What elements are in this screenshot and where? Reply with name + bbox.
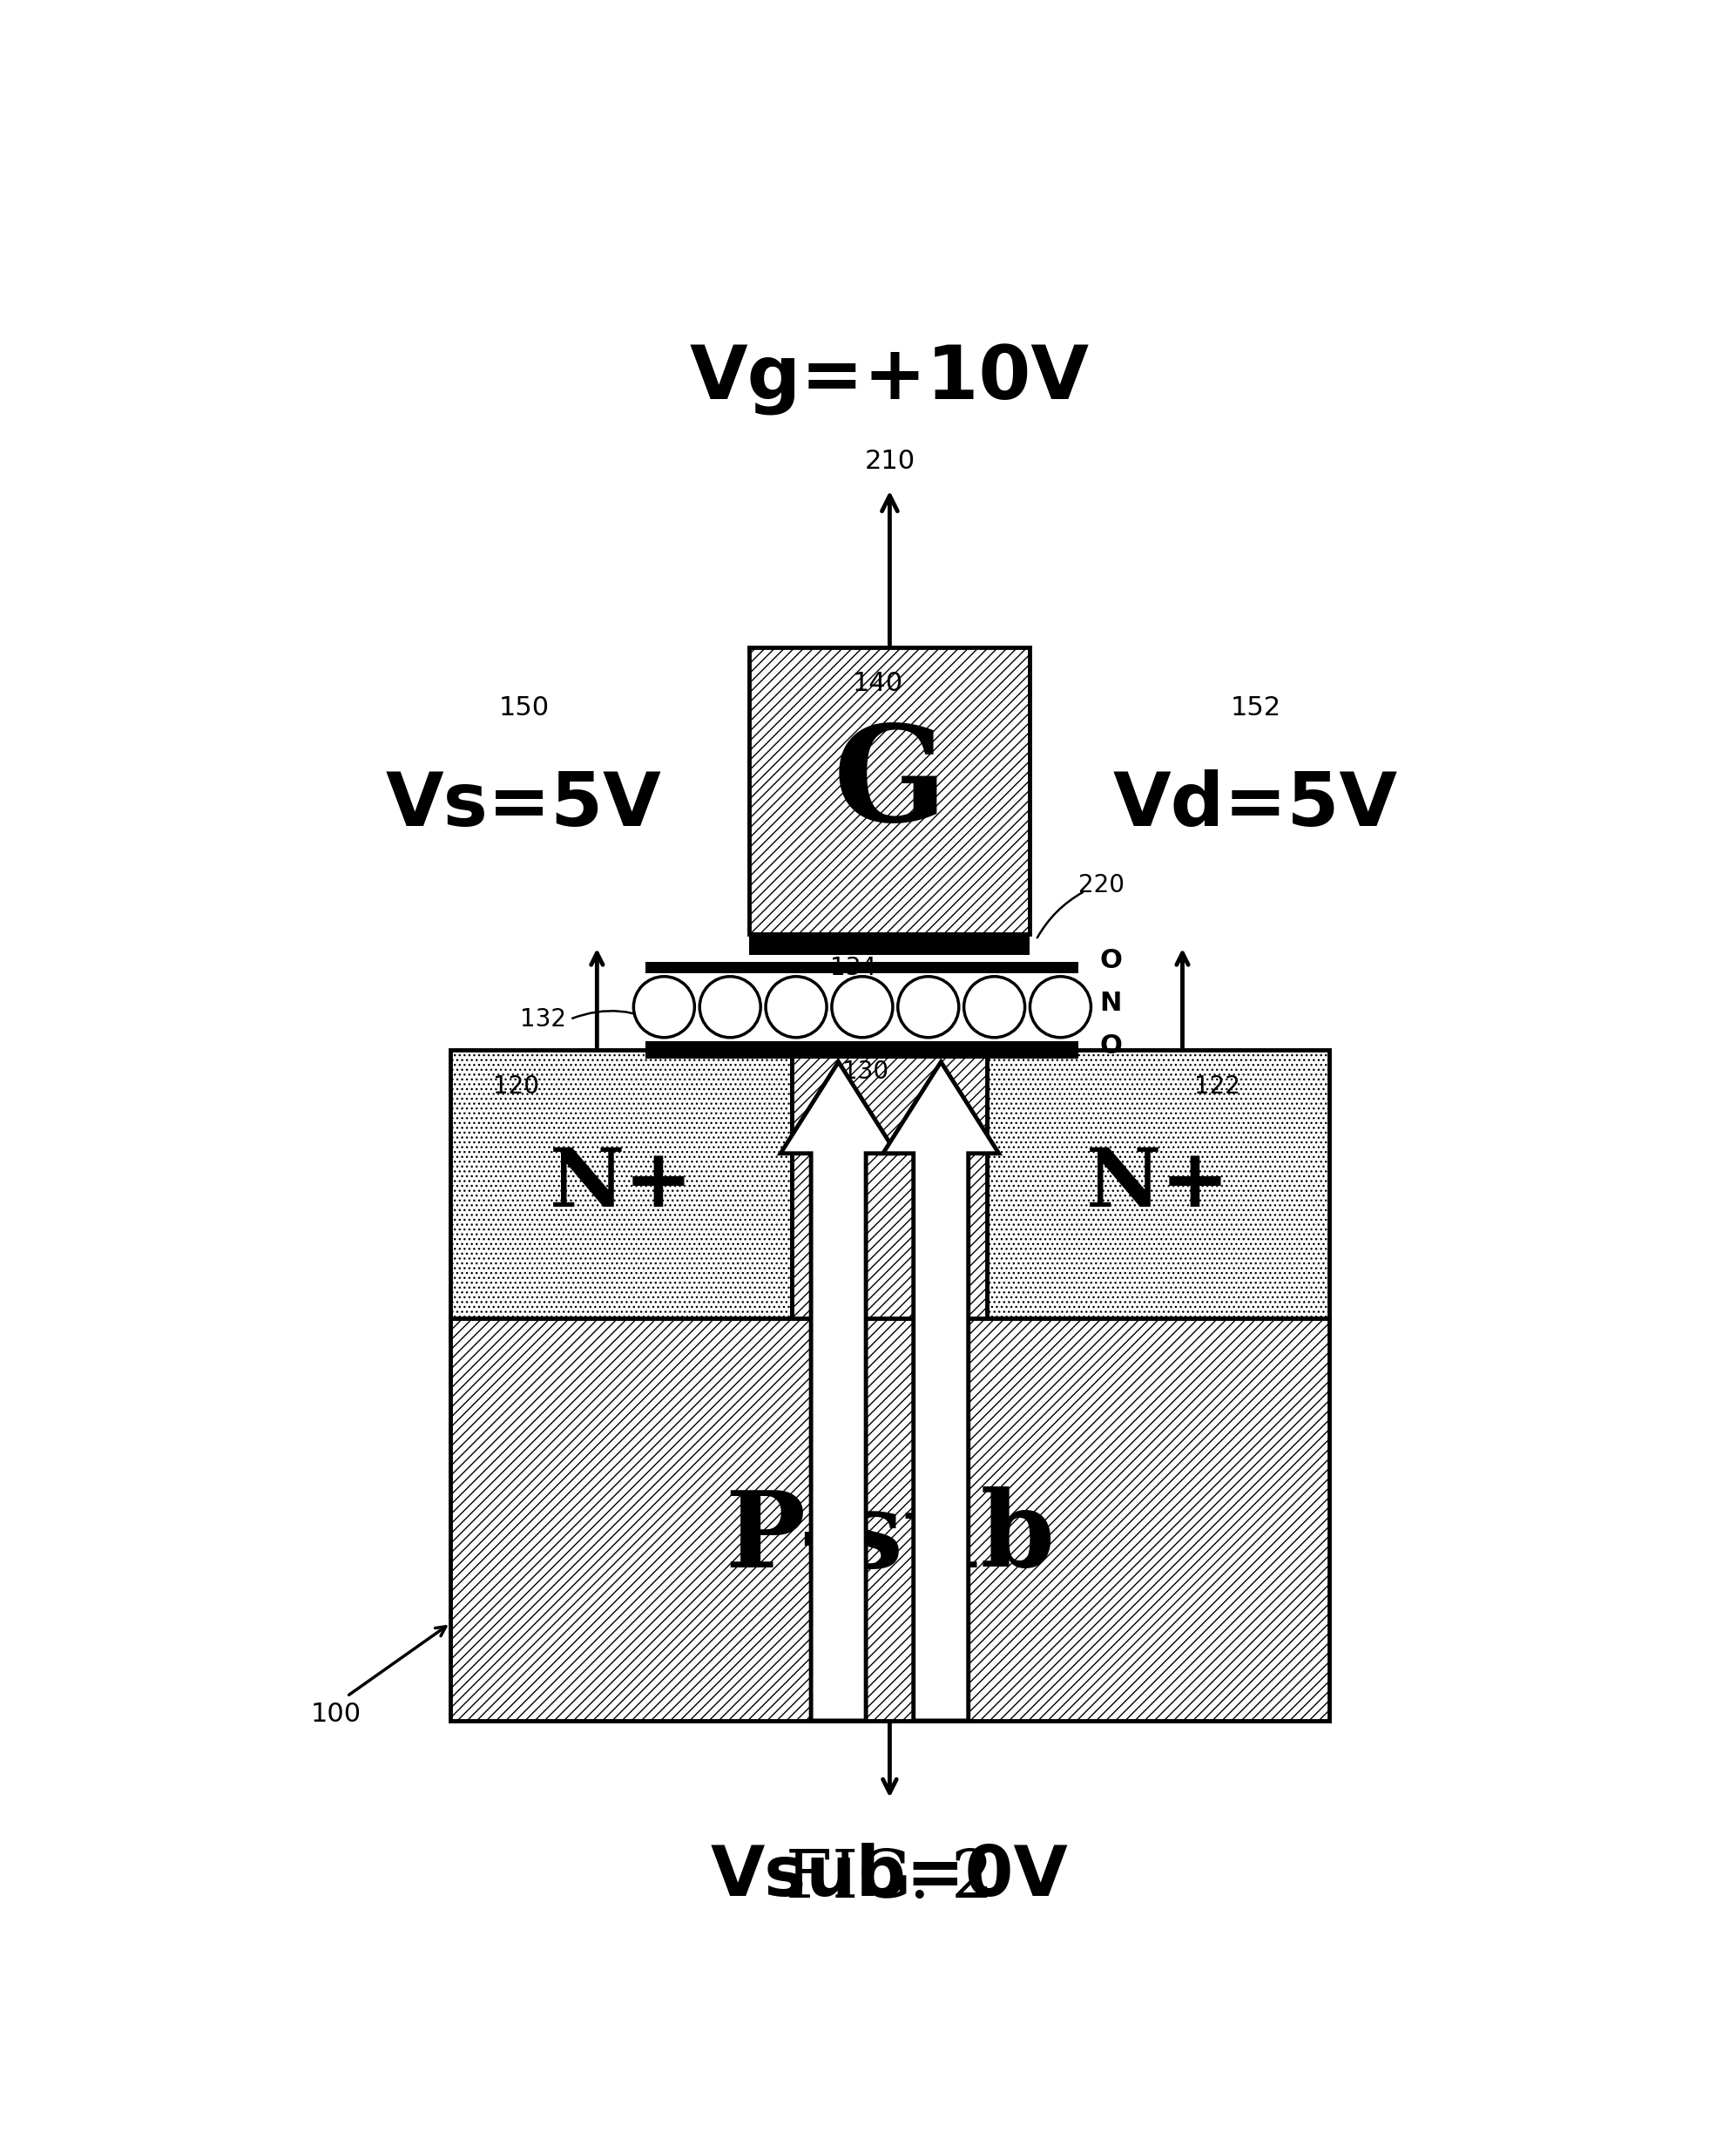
Bar bbox=[792, 1050, 988, 1318]
Text: G: G bbox=[833, 719, 946, 849]
Circle shape bbox=[700, 978, 760, 1037]
Text: 220: 220 bbox=[1078, 873, 1125, 896]
Text: 210: 210 bbox=[865, 449, 915, 475]
Text: Vd=5V: Vd=5V bbox=[1113, 770, 1397, 843]
Text: 100: 100 bbox=[311, 1703, 361, 1726]
Bar bbox=[750, 648, 1029, 935]
Bar bbox=[646, 963, 1078, 973]
Text: P-sub: P-sub bbox=[724, 1487, 1055, 1589]
Polygon shape bbox=[781, 1061, 896, 1720]
Text: 134: 134 bbox=[830, 956, 877, 980]
Bar bbox=[451, 1050, 792, 1318]
Bar bbox=[988, 1050, 1328, 1318]
Text: 132: 132 bbox=[521, 1007, 566, 1031]
Bar bbox=[988, 1050, 1328, 1318]
Text: Vg=+10V: Vg=+10V bbox=[689, 342, 1090, 415]
Bar bbox=[451, 1318, 1328, 1720]
Text: N: N bbox=[1099, 990, 1121, 1016]
Bar bbox=[646, 1042, 1078, 1059]
Circle shape bbox=[766, 978, 826, 1037]
Text: O: O bbox=[1099, 948, 1121, 973]
Text: N+: N+ bbox=[1087, 1144, 1231, 1224]
Bar bbox=[792, 1050, 988, 1318]
Polygon shape bbox=[884, 1061, 998, 1720]
Text: Vs=5V: Vs=5V bbox=[385, 770, 661, 843]
Text: 150: 150 bbox=[498, 695, 549, 721]
Text: 140: 140 bbox=[852, 672, 903, 697]
Text: 120: 120 bbox=[493, 1074, 540, 1099]
Text: 122: 122 bbox=[1194, 1074, 1241, 1099]
Text: 110: 110 bbox=[915, 1360, 965, 1386]
Circle shape bbox=[963, 978, 1024, 1037]
Text: N+: N+ bbox=[549, 1144, 693, 1224]
Circle shape bbox=[1029, 978, 1090, 1037]
Bar bbox=[750, 648, 1029, 935]
Bar bbox=[451, 1050, 792, 1318]
Text: O: O bbox=[1099, 1033, 1121, 1059]
Circle shape bbox=[634, 978, 694, 1037]
Bar bbox=[750, 935, 1029, 954]
Bar bbox=[451, 1318, 1328, 1720]
Text: Vsub=0V: Vsub=0V bbox=[710, 1842, 1069, 1910]
Text: FIG. 2: FIG. 2 bbox=[786, 1848, 993, 1912]
Text: 130: 130 bbox=[842, 1059, 889, 1084]
Circle shape bbox=[832, 978, 892, 1037]
Text: 152: 152 bbox=[1231, 695, 1281, 721]
Circle shape bbox=[898, 978, 958, 1037]
